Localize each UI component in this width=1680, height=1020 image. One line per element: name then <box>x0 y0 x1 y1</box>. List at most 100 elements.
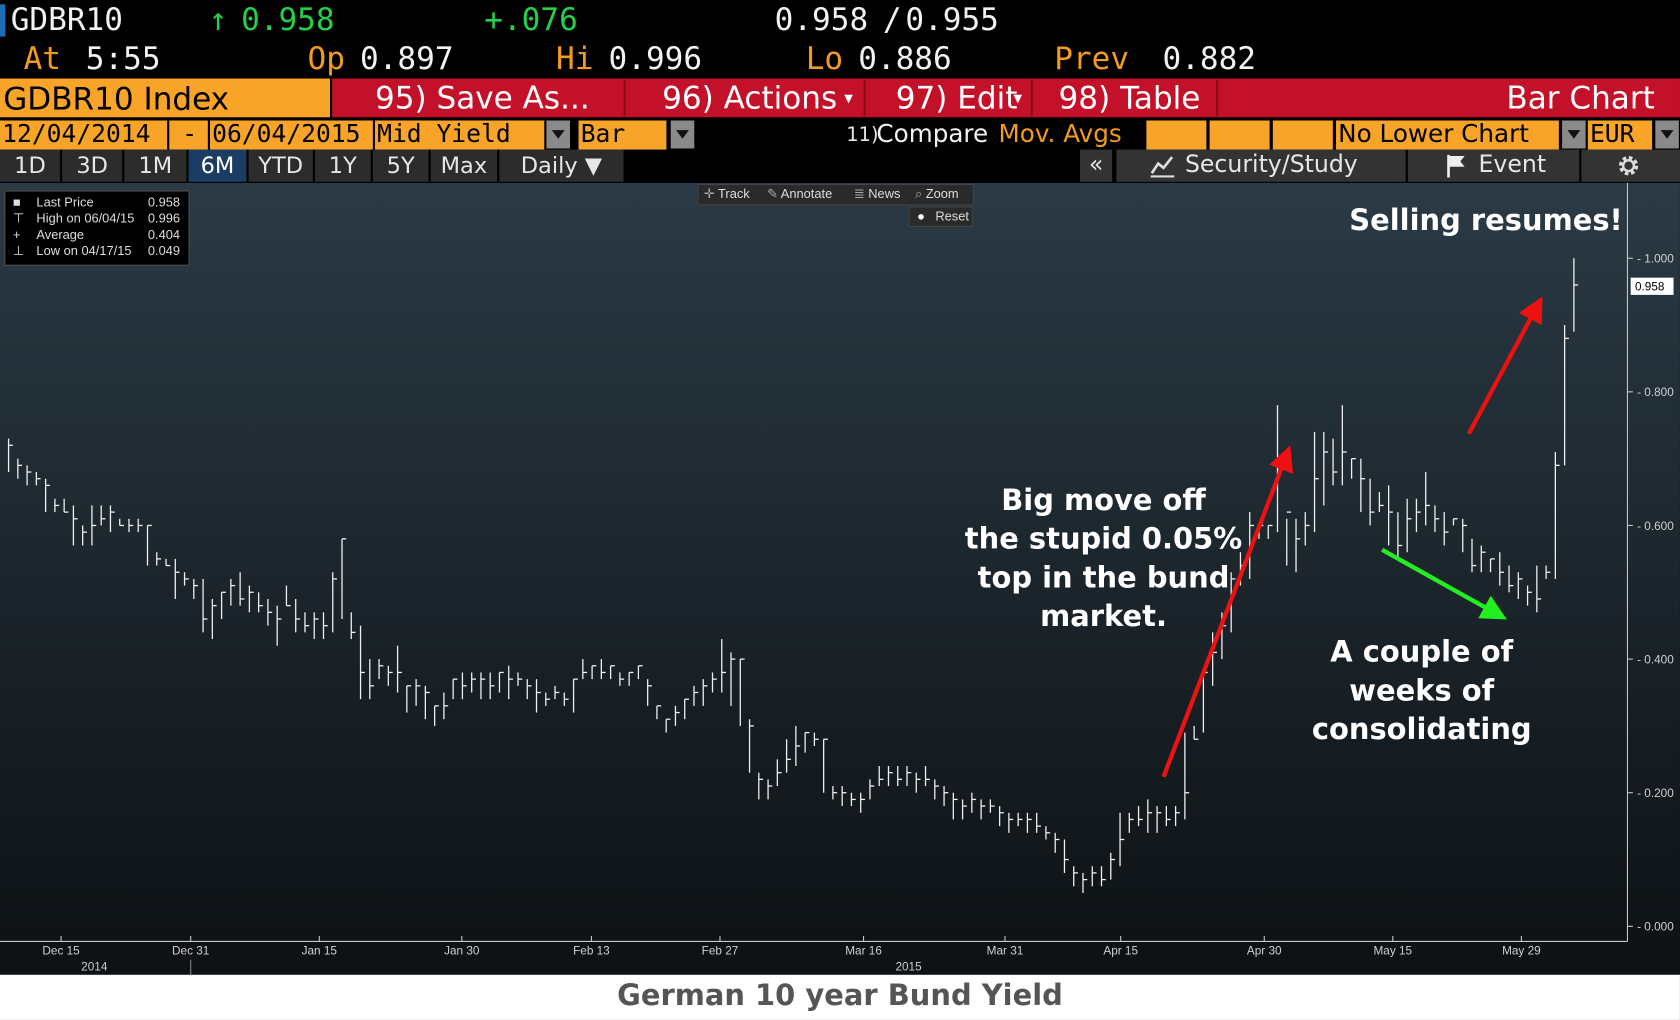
legend-value: 0.996 <box>147 210 181 226</box>
ohlc-bar <box>146 524 152 566</box>
save-as-button[interactable]: 95) Save As... <box>374 79 590 117</box>
track-button[interactable]: ✛ Track <box>704 186 750 201</box>
end-date-field[interactable]: 06/04/2015 <box>209 120 373 150</box>
big-move-line-1: Big move off <box>1001 484 1206 518</box>
security-study-button[interactable]: Security/Study <box>1116 149 1406 182</box>
ohlc-bar <box>915 772 921 793</box>
price-chart[interactable]: - 1.000 - 0.800 - 0.600 - 0.400 - 0.200 - 0.0… <box>0 182 1680 975</box>
moving-averages-field[interactable]: Mov. Avgs <box>996 120 1143 150</box>
yield-field-select[interactable]: Mid Yield <box>374 120 545 150</box>
ohlc-bar <box>795 725 801 766</box>
ohlc-bar <box>1073 866 1079 887</box>
y-tick-label: - 0.800 <box>1637 385 1674 399</box>
bid-ask-separator: / <box>882 1 902 38</box>
legend-label: Low on 04/17/15 <box>36 243 132 259</box>
ohlc-bar <box>804 731 810 753</box>
tab-ytd[interactable]: YTD <box>248 149 313 182</box>
ohlc-bar <box>1091 866 1097 887</box>
last-price-tag-label: 0.958 <box>1635 280 1665 294</box>
compare-slot-1[interactable] <box>1146 120 1207 150</box>
start-date-field[interactable]: 12/04/2014 <box>0 120 168 150</box>
ohlc-bar <box>193 578 199 599</box>
tab-5y[interactable]: 5Y <box>372 149 429 182</box>
legend-value: 0.958 <box>147 194 181 210</box>
ohlc-bar <box>165 558 171 567</box>
ohlc-bar <box>1350 458 1356 479</box>
ohlc-bar <box>684 698 689 720</box>
ohlc-bar <box>1156 806 1162 833</box>
tab-3d[interactable]: 3D <box>62 149 123 182</box>
menu-divider <box>623 79 626 117</box>
security-field[interactable]: GDBR10 Index <box>0 78 330 118</box>
ohlc-bar <box>637 665 643 680</box>
ohlc-bar <box>1147 799 1153 833</box>
tab-max[interactable]: Max <box>430 149 498 182</box>
ohlc-bar <box>1110 852 1116 880</box>
ohlc-bar <box>443 692 449 720</box>
news-button[interactable]: ≣ News <box>854 186 901 201</box>
ohlc-bar <box>517 672 523 686</box>
x-tick-label: Jan 15 <box>302 943 338 957</box>
y-tick-label: - 0.200 <box>1637 786 1674 800</box>
yield-field-dropdown-icon[interactable] <box>546 120 570 149</box>
tab-6m[interactable]: 6M <box>188 149 247 182</box>
ohlc-bar <box>730 652 736 706</box>
bid-value: 0.958 <box>774 1 869 38</box>
compare-slot-3[interactable] <box>1272 120 1333 150</box>
annotate-button[interactable]: ✎ Annotate <box>767 186 832 201</box>
chart-style-dropdown-icon[interactable] <box>670 120 695 149</box>
ohlc-bar <box>1554 451 1560 579</box>
legend-box <box>4 190 190 266</box>
zoom-button[interactable]: ⌕ Zoom <box>915 186 959 202</box>
legend-marker-icon: ■ <box>12 194 21 210</box>
ohlc-bar <box>1008 812 1014 833</box>
ohlc-bar <box>1536 565 1542 613</box>
reset-button[interactable]: ● Reset <box>908 206 973 228</box>
lower-chart-dropdown-icon[interactable] <box>1562 120 1586 149</box>
ohlc-bar <box>508 665 514 700</box>
ohlc-bar <box>619 672 625 686</box>
lower-chart-select[interactable]: No Lower Chart <box>1336 120 1559 150</box>
event-button[interactable]: Event <box>1407 149 1580 182</box>
legend-marker-icon: ⊤ <box>12 210 25 226</box>
chart-line-icon <box>1149 150 1177 190</box>
compare-button[interactable]: Compare <box>876 120 989 149</box>
ohlc-bar <box>776 759 782 787</box>
tab-1d[interactable]: 1D <box>0 149 60 182</box>
ohlc-bar <box>119 518 125 527</box>
table-button[interactable]: 98) Table <box>1058 79 1201 117</box>
ohlc-bar <box>823 738 828 793</box>
legend-value: 0.404 <box>147 227 181 243</box>
collapse-button[interactable]: « <box>1079 149 1113 182</box>
ohlc-bar <box>313 612 319 640</box>
tab-1m[interactable]: 1M <box>124 149 187 182</box>
menu-divider <box>863 79 866 117</box>
compare-slot-2[interactable] <box>1209 120 1270 150</box>
big-move-line-3: top in the bund <box>977 561 1230 595</box>
news-icon: ≣ <box>853 186 865 202</box>
settings-button[interactable] <box>1581 149 1680 182</box>
ohlc-bar <box>72 505 78 546</box>
ohlc-bar <box>230 578 236 606</box>
ohlc-bar <box>711 672 717 693</box>
ohlc-bar <box>406 685 412 713</box>
currency-dropdown-icon[interactable] <box>1655 120 1679 149</box>
actions-menu[interactable]: 96) Actions <box>662 79 838 117</box>
ohlc-bar <box>341 538 347 620</box>
x-tick-label: Apr 15 <box>1103 943 1138 957</box>
legend-label: High on 06/04/15 <box>36 210 135 226</box>
ohlc-bar <box>258 592 263 613</box>
ohlc-bar <box>1323 431 1329 506</box>
zoom-label: Zoom <box>925 186 959 202</box>
ohlc-bar <box>952 792 958 820</box>
ohlc-bar <box>1295 518 1301 573</box>
currency-field[interactable]: EUR <box>1587 120 1653 150</box>
tab-daily[interactable]: Daily ▼ <box>499 149 624 182</box>
ohlc-bar <box>1137 806 1143 827</box>
edit-menu[interactable]: 97) Edit <box>895 79 1018 117</box>
open-label: Op <box>307 39 345 77</box>
ohlc-bar <box>1045 826 1051 840</box>
tab-1y[interactable]: 1Y <box>314 149 371 182</box>
chart-style-select[interactable]: Bar <box>578 120 667 150</box>
open-value: 0.897 <box>359 39 454 77</box>
